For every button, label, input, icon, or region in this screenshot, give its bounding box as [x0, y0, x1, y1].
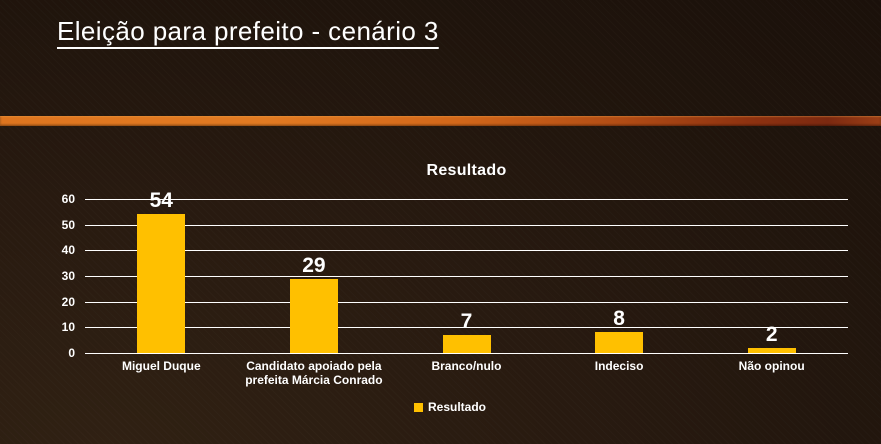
bar [595, 332, 644, 353]
bar-chart: Resultado 0 10 20 30 40 50 60 54 29 7 8 2 Miguel Du… [40, 162, 860, 430]
category-label: Não opinou [738, 359, 805, 373]
y-axis-tick-label: 10 [61, 320, 75, 335]
category-label: Branco/nulo [431, 359, 502, 373]
gridline [85, 276, 848, 277]
x-axis-labels: Miguel Duque Candidato apoiado pela prefe… [85, 359, 848, 387]
y-axis-tick-label: 60 [61, 192, 75, 206]
bar-value-label: 29 [302, 253, 326, 277]
gridline [85, 327, 848, 329]
bar-value-label: 54 [149, 189, 173, 213]
bar [442, 335, 491, 353]
category-label: Candidato apoiado pela prefeita Márcia C… [245, 359, 383, 387]
legend-label: Resultado [427, 400, 486, 414]
bar-value-label: 8 [613, 307, 625, 331]
bar-value-label: 7 [460, 310, 473, 334]
gridline [85, 301, 848, 303]
gridline [85, 353, 848, 354]
plot-area: 0 10 20 30 40 50 60 54 29 7 8 2 [62, 190, 848, 359]
bar [289, 278, 338, 353]
legend: Resultado [40, 401, 860, 413]
y-axis-tick-label: 40 [61, 243, 75, 258]
slide-title: Eleição para prefeito - cenário 3 [57, 16, 439, 46]
y-axis-tick-label: 0 [68, 346, 75, 360]
y-axis-tick-label: 20 [61, 294, 75, 309]
gridline [85, 224, 848, 226]
y-axis-tick-label: 30 [61, 269, 75, 283]
category-label: Indeciso [594, 359, 644, 373]
chart-title: Resultado [426, 162, 507, 179]
gridline [85, 199, 848, 200]
legend-swatch [413, 402, 423, 412]
category-label: Miguel Duque [121, 359, 201, 373]
accent-stripe [0, 116, 881, 126]
gridline [85, 250, 848, 252]
y-axis-tick-label: 50 [61, 217, 75, 232]
bar-value-label: 2 [765, 322, 778, 346]
bar [747, 347, 796, 353]
bar [137, 214, 186, 353]
